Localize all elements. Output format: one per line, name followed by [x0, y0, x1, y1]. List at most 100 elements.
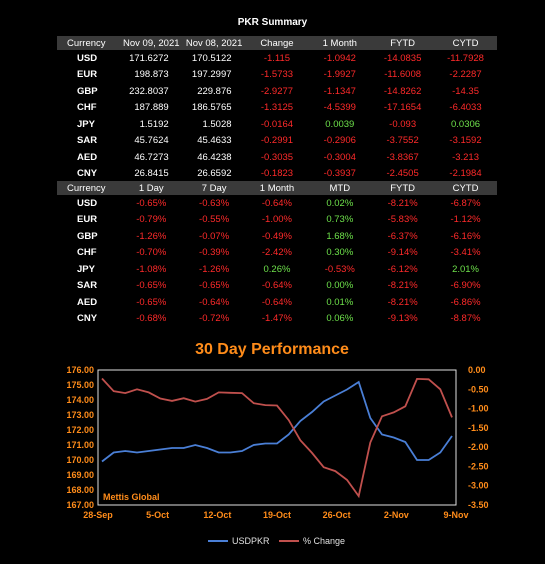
percent-change-line: [101, 377, 453, 499]
currency-code: CHF: [77, 102, 97, 114]
performance-chart: 30 Day Performance 167.00 168.00 169.00 170.…: [66, 341, 489, 546]
table-row: JPY 1.5192 1.5028 -0.0164 0.0039 -0.093 0.0306: [57, 116, 497, 133]
currency-code: CNY: [77, 168, 98, 180]
table-cell: -2.4505: [386, 168, 419, 180]
table-cell: 46.4238: [197, 151, 232, 163]
y-left-tick-label: 169.00: [66, 470, 94, 480]
table-cell: -1.9927: [323, 69, 356, 81]
table-cell: -0.79%: [136, 214, 167, 226]
table-cell: -0.70%: [136, 247, 167, 259]
currency-code: USD: [77, 52, 98, 64]
column-header: 7 Day: [182, 181, 246, 195]
table-cell: 26.6592: [197, 168, 232, 180]
column-header: FYTD: [371, 181, 435, 195]
table-row: CHF 187.889 186.5765 -1.3125 -4.5399 -17.1654…: [57, 100, 497, 117]
table-cell: -6.12%: [387, 263, 418, 275]
table-cell: -3.1592: [449, 135, 482, 147]
table-row: USD -0.65% -0.63% -0.64% 0.02% -8.21% -6.87%: [57, 195, 497, 212]
y-left-tick-label: 168.00: [66, 485, 94, 495]
table-cell: -0.72%: [199, 313, 230, 325]
table-cell: -0.2991: [260, 135, 294, 147]
table-cell: -0.65%: [136, 197, 167, 209]
table-cell: 0.26%: [263, 263, 291, 275]
table-row: CNY 26.8415 26.6592 -0.1823 -0.3937 -2.4505 -2…: [57, 166, 497, 183]
column-header: 1 Day: [119, 181, 183, 195]
y-right-tick-label: -3.00: [468, 481, 489, 491]
table-cell: -1.00%: [261, 214, 292, 226]
column-header: MTD: [308, 181, 372, 195]
column-header: Change: [245, 36, 309, 50]
table-cell: 229.876: [197, 85, 232, 97]
y-left-tick-label: 173.00: [66, 410, 94, 420]
table-cell: -1.26%: [199, 263, 230, 275]
table-cell: 0.06%: [326, 313, 354, 325]
y-left-tick-label: 175.00: [66, 380, 94, 390]
table-cell: -8.21%: [387, 197, 418, 209]
currency-code: USD: [77, 197, 98, 209]
table-cell: 0.0306: [451, 118, 481, 130]
table-cell: -1.26%: [136, 230, 167, 242]
table-cell: -17.1654: [383, 102, 422, 114]
table-cell: -1.3125: [260, 102, 294, 114]
x-tick-label: 28-Sep: [83, 510, 113, 520]
currency-code: JPY: [77, 118, 95, 130]
table-cell: 232.8037: [129, 85, 169, 97]
table-cell: -0.093: [389, 118, 417, 130]
table-cell: -0.65%: [136, 296, 167, 308]
table-cell: -5.83%: [387, 214, 418, 226]
y-left-tick-label: 174.00: [66, 395, 94, 405]
table-cell: -0.55%: [199, 214, 230, 226]
table-cell: -0.64%: [261, 296, 292, 308]
legend-change-label: % Change: [303, 536, 345, 546]
table-cell: -0.3937: [323, 168, 356, 180]
table-cell: 0.02%: [326, 197, 354, 209]
x-tick-label: 12-Oct: [203, 510, 231, 520]
currency-code: EUR: [77, 69, 98, 81]
table-cell: -6.87%: [450, 197, 481, 209]
table-row: SAR 45.7624 45.4633 -0.2991 -0.2906 -3.7552 -3…: [57, 133, 497, 150]
table-cell: 46.7273: [134, 151, 169, 163]
table-cell: -0.3004: [323, 151, 356, 163]
table-cell: -3.8367: [386, 151, 419, 163]
table-cell: 187.889: [134, 102, 169, 114]
table-row: CNY -0.68% -0.72% -1.47% 0.06% -9.13% -8.87%: [57, 311, 497, 328]
currency-code: CNY: [77, 313, 98, 325]
x-tick-label: 2-Nov: [384, 510, 409, 520]
table-cell: -1.47%: [261, 313, 292, 325]
table-cell: -6.37%: [387, 230, 418, 242]
table-cell: -0.68%: [136, 313, 167, 325]
currency-code: JPY: [77, 263, 95, 275]
table-cell: 170.5122: [191, 52, 232, 64]
table-cell: -1.0942: [323, 52, 356, 64]
column-header: Nov 09, 2021: [119, 36, 183, 50]
y-left-tick-label: 170.00: [66, 455, 94, 465]
currency-code: GBP: [77, 85, 98, 97]
table-row: AED 46.7273 46.4238 -0.3035 -0.3004 -3.8367 -3…: [57, 149, 497, 166]
table-cell: -0.53%: [324, 263, 355, 275]
table-cell: 0.0039: [325, 118, 355, 130]
table-cell: -9.13%: [387, 313, 418, 325]
y-right-tick-label: -2.50: [468, 461, 489, 471]
table-cell: -0.07%: [199, 230, 230, 242]
table-cell: 2.01%: [452, 263, 479, 275]
table-cell: -0.2906: [323, 135, 356, 147]
currency-code: CHF: [77, 247, 97, 259]
table-row: SAR -0.65% -0.65% -0.64% 0.00% -8.21% -6.90%: [57, 278, 497, 295]
chart-title: 30 Day Performance: [195, 341, 349, 358]
currency-code: GBP: [77, 230, 98, 242]
rates-table: Currency Nov 09, 2021 Nov 08, 2021 Change 1 …: [57, 36, 497, 182]
y-left-tick-label: 172.00: [66, 425, 94, 435]
currency-code: AED: [77, 151, 98, 163]
table-cell: -1.5733: [260, 69, 294, 81]
x-tick-label: 26-Oct: [323, 510, 351, 520]
table-cell: -1.08%: [136, 263, 167, 275]
y-right-tick-label: -0.50: [468, 384, 489, 394]
table-cell: 198.873: [134, 69, 169, 81]
table-cell: -6.16%: [450, 230, 481, 242]
column-header: 1 Month: [245, 181, 309, 195]
table-cell: -3.213: [452, 151, 479, 163]
x-tick-label: 9-Nov: [443, 510, 468, 520]
table-cell: 171.6272: [129, 52, 169, 64]
y-left-tick-label: 167.00: [66, 500, 94, 510]
table-cell: 1.68%: [326, 230, 354, 242]
